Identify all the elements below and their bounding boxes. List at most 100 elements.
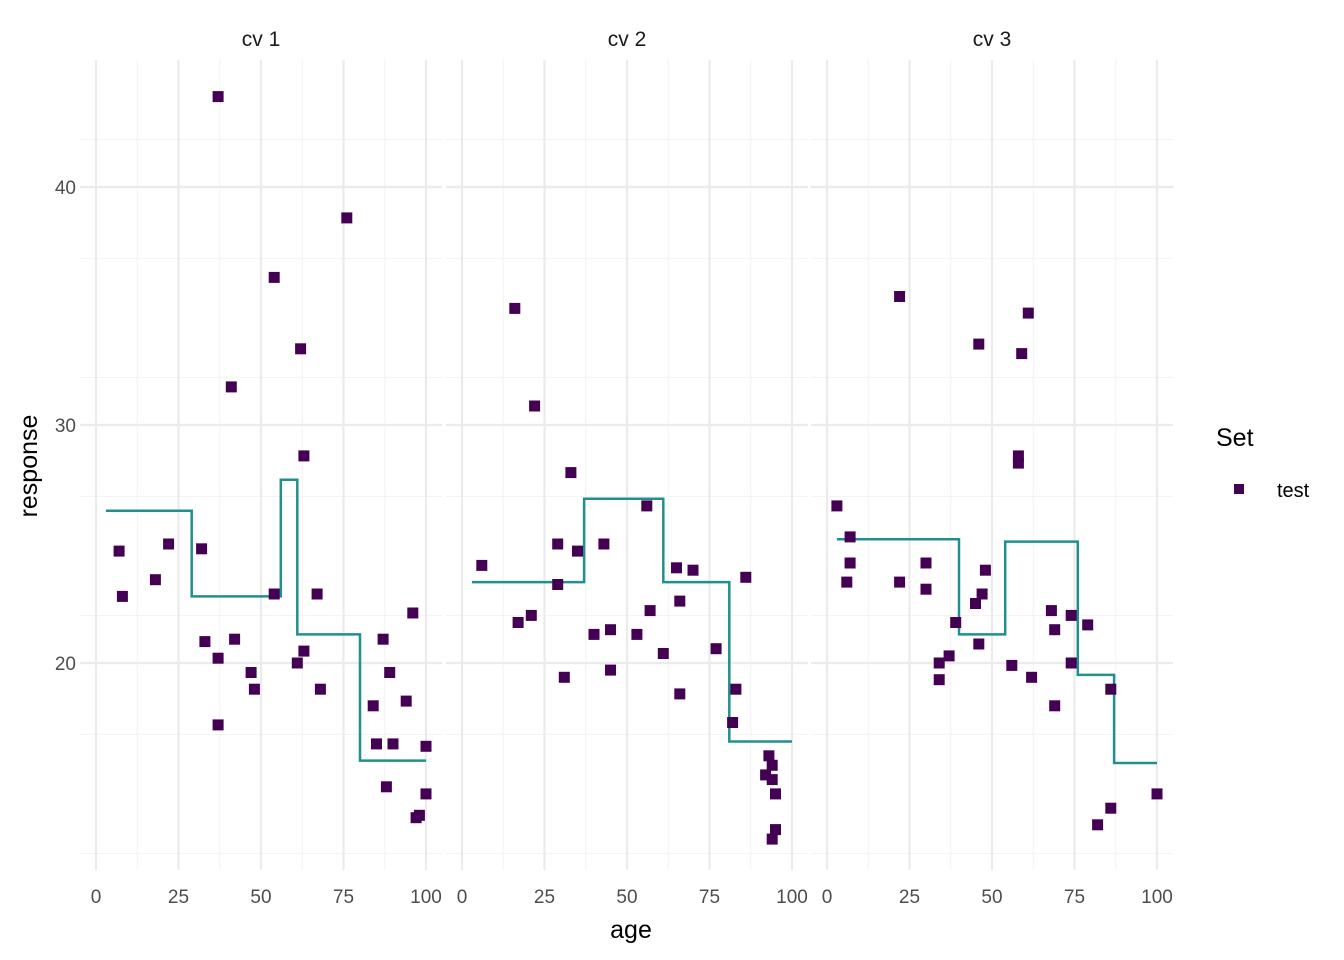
data-point [1006,659,1018,671]
data-point [770,788,781,800]
x-tick-label: 0 [822,887,833,908]
data-point [384,667,396,678]
y-axis-title: response [15,415,43,518]
data-point [631,628,643,640]
panel-1: cv 1 0 25 50 75 100 20 30 40 [55,28,442,908]
data-point [671,562,682,574]
data-point [674,595,686,607]
fit-line [836,537,1157,765]
data-point [588,628,600,640]
data-point [509,302,521,314]
data-point [212,652,224,664]
data-point [413,809,425,821]
data-point [1065,657,1077,669]
panel-strip-label: cv 1 [242,28,281,51]
data-point [1105,683,1117,695]
fit-line [105,478,426,762]
x-axis-title: age [610,916,652,944]
data-point [565,467,577,479]
data-point [268,271,280,283]
data-point [225,381,237,393]
data-point [641,500,653,512]
data-point [831,500,843,512]
data-point [973,638,985,650]
legend-label-test: test [1277,480,1310,502]
data-point [766,759,778,771]
data-point [212,91,224,103]
data-point [248,683,260,695]
data-point [1045,605,1057,617]
data-point [113,545,125,557]
data-point [1012,457,1024,469]
data-point [973,338,985,350]
data-point [844,557,856,569]
data-point [841,576,853,588]
data-point [407,607,419,619]
data-point [598,538,610,550]
data-point [371,738,382,750]
data-point [298,645,310,657]
data-point [196,543,208,555]
data-point [367,700,379,712]
x-tick-label: 75 [699,887,720,908]
data-point [687,564,699,576]
y-tick-label: 20 [55,654,76,675]
data-point [920,583,932,595]
data-point [212,719,224,731]
data-point [245,667,257,678]
data-point [1049,624,1061,636]
x-tick-label: 25 [534,887,555,908]
data-point [1016,348,1028,360]
data-point [400,695,412,707]
data-point [512,617,524,628]
data-point [314,683,326,695]
x-tick-label: 75 [1064,887,1085,908]
data-point [943,650,955,662]
data-point [970,598,981,609]
x-tick-label: 0 [91,887,102,908]
data-point [341,212,353,224]
data-point [979,564,991,576]
data-point [387,738,399,750]
data-point [552,579,564,590]
data-point [710,643,722,655]
data-point [1082,619,1094,631]
data-point [476,559,488,571]
y-tick-label: 40 [55,178,76,199]
panel-3: cv 3 0 25 50 75 100 [811,28,1173,908]
x-tick-label: 25 [899,887,920,908]
data-point [1092,819,1104,831]
data-point [291,657,303,669]
data-point [844,531,856,543]
data-point [229,633,241,645]
data-point [380,781,392,793]
data-point [1151,788,1163,800]
data-point [558,671,570,683]
data-point [770,824,781,836]
x-tick-label: 75 [333,887,354,908]
x-tick-label: 25 [168,887,189,908]
data-point [1026,671,1038,683]
x-tick-label: 100 [776,887,808,908]
data-point [529,400,541,412]
data-point [740,571,752,583]
data-point [950,617,962,628]
data-point [1065,609,1077,621]
data-point [605,664,616,676]
data-point [933,657,945,669]
data-point [525,609,537,621]
data-point [920,557,932,569]
data-point [1049,700,1061,712]
data-point [311,588,323,600]
x-tick-label: 50 [981,887,1002,908]
data-point [116,590,128,602]
legend-title: Set [1216,424,1254,452]
data-point [727,717,739,728]
data-point [763,750,775,762]
data-point [420,788,432,800]
data-point [760,769,772,781]
data-point [894,576,906,588]
data-point [298,450,310,462]
data-point [420,740,432,752]
data-point [657,648,669,659]
